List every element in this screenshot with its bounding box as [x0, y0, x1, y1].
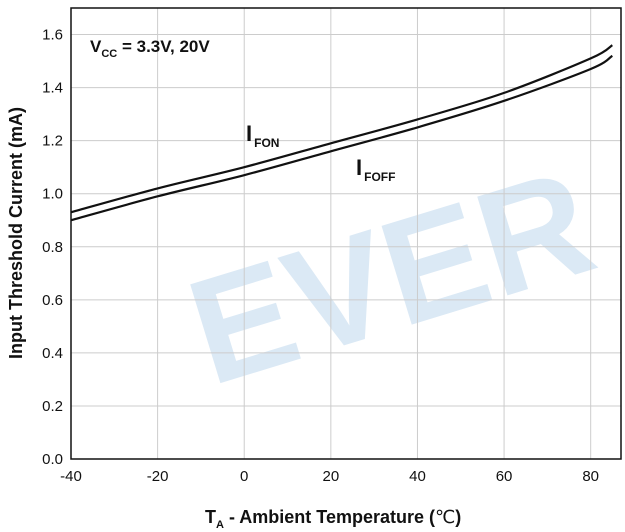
series-label-fon: I FON: [246, 121, 279, 150]
series-line-foff: [70, 54, 613, 222]
y-tick-label: 1.0: [42, 186, 63, 203]
x-tick-label: -40: [60, 468, 82, 485]
y-tick-label: 0.6: [42, 292, 63, 309]
y-tick-label: 0.2: [42, 398, 63, 415]
y-tick-label: 0.4: [42, 345, 63, 362]
series-label-foff: I FOFF: [356, 155, 395, 184]
y-axis-title: Input Threshold Current (mA): [6, 107, 26, 359]
y-tick-label: 0.8: [42, 239, 63, 256]
x-tick-label: -20: [147, 468, 169, 485]
tick-labels: -40 -20 0 20 40 60 80 0.0 0.2 0.4 0.6 0.8 1.0 1.2 1.4 1…: [42, 27, 599, 485]
y-tick-label: 1.2: [42, 133, 63, 150]
plot-frame: [70, 7, 622, 460]
x-tick-label: 80: [582, 468, 599, 485]
x-tick-label: 20: [322, 468, 339, 485]
y-tick-label: 0.0: [42, 451, 63, 468]
y-tick-label: 1.4: [42, 80, 63, 97]
y-tick-label: 1.6: [42, 27, 63, 44]
series-lines: [70, 44, 613, 222]
x-tick-label: 0: [240, 468, 248, 485]
x-axis-title: TA - Ambient Temperature (℃): [205, 507, 461, 531]
condition-annotation: VCC = 3.3V, 20V: [90, 37, 210, 60]
series-line-fon: [70, 44, 613, 214]
x-tick-label: 60: [496, 468, 513, 485]
x-tick-label: 40: [409, 468, 426, 485]
